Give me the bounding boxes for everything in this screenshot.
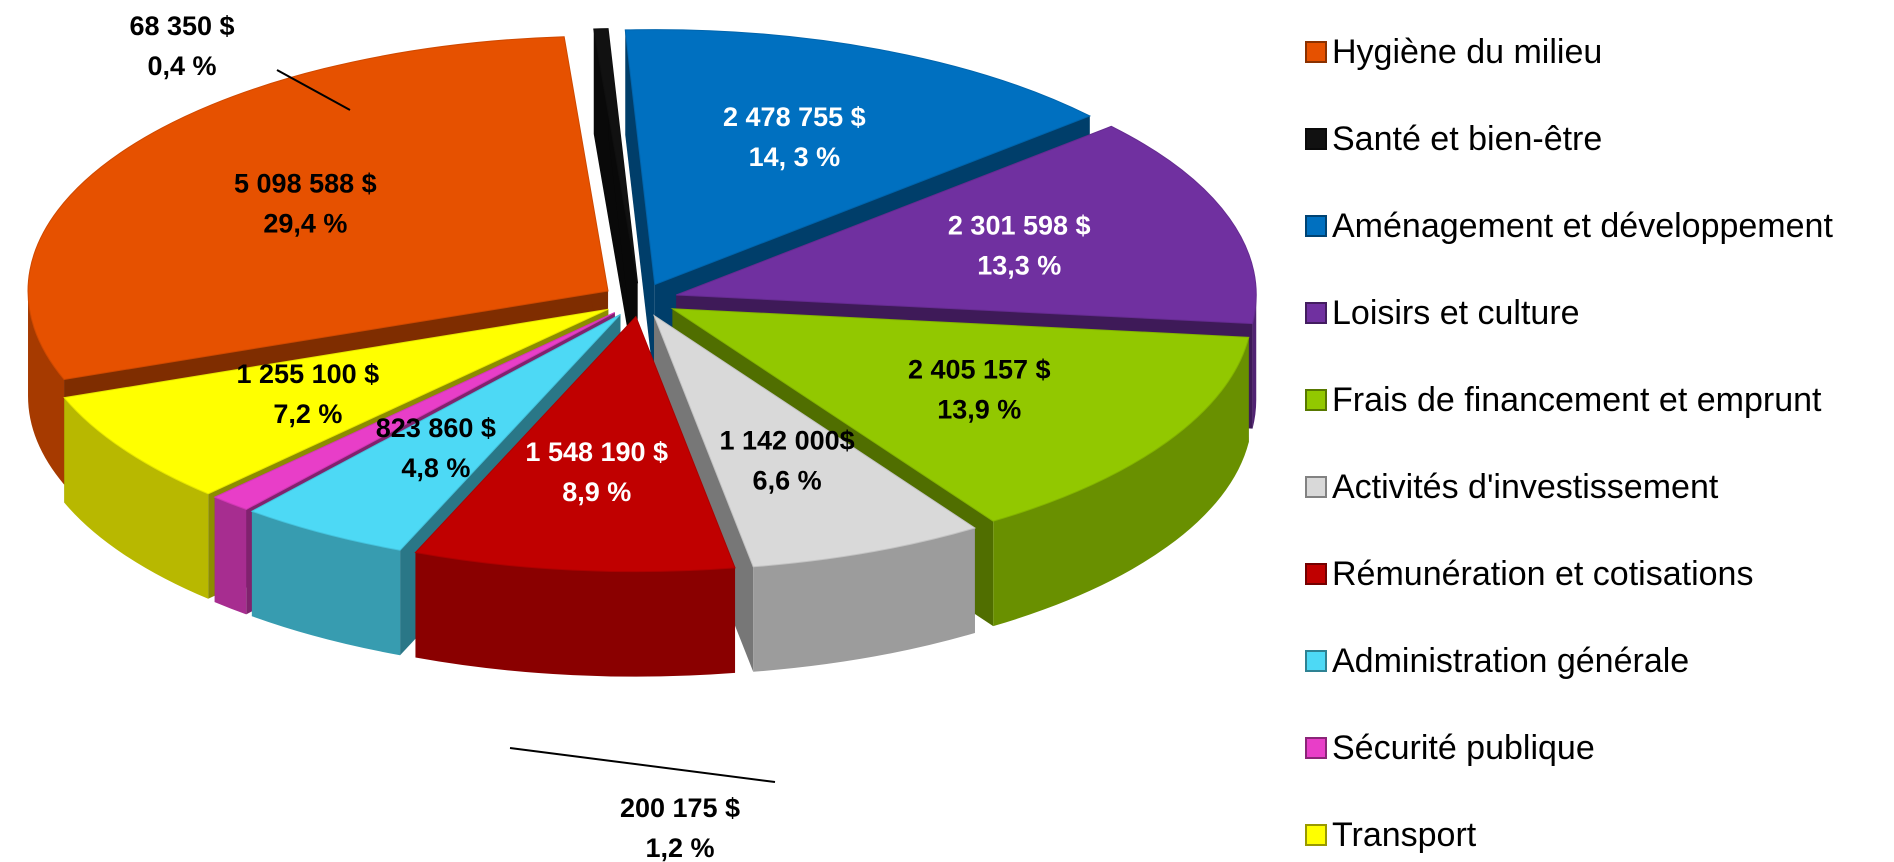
- legend-swatch: [1305, 41, 1327, 63]
- data-label-percent: 6,6 %: [753, 466, 822, 496]
- data-label-percent: 13,3 %: [977, 251, 1061, 281]
- legend-label: Loisirs et culture: [1332, 294, 1580, 332]
- slice: [653, 314, 977, 568]
- slice-side: [753, 527, 975, 672]
- slice-side: [993, 337, 1249, 627]
- legend-swatch: [1305, 302, 1327, 324]
- legend-label: Hygiène du milieu: [1332, 33, 1602, 71]
- data-label: 2 405 157 $: [908, 354, 1051, 384]
- slice-side: [28, 290, 65, 485]
- slice: [414, 315, 736, 573]
- legend-label: Rémunération et cotisations: [1332, 555, 1753, 593]
- slice: [213, 312, 616, 510]
- legend-swatch: [1305, 215, 1327, 237]
- data-label: 2 478 755 $: [723, 102, 866, 132]
- data-label: 823 860 $: [376, 413, 496, 443]
- legend-label: Activités d'investissement: [1332, 468, 1719, 506]
- slice-side: [251, 511, 401, 656]
- data-label: 2 301 598 $: [948, 211, 1091, 241]
- data-label-percent: 29,4 %: [263, 209, 347, 239]
- legend-label: Aménagement et développement: [1332, 207, 1833, 245]
- legend-label: Transport: [1332, 816, 1477, 854]
- legend-swatch: [1305, 824, 1327, 846]
- slice-wall: [625, 29, 655, 390]
- data-label-percent: 14, 3 %: [749, 142, 841, 172]
- legend-swatch: [1305, 563, 1327, 585]
- legend-swatch: [1305, 128, 1327, 150]
- data-label-percent: 8,9 %: [562, 477, 631, 507]
- data-label: 1 255 100 $: [237, 359, 380, 389]
- data-label: 68 350 $: [129, 11, 234, 41]
- leader-line: [509, 747, 776, 783]
- slice: [676, 125, 1257, 325]
- data-label: 1 548 190 $: [525, 437, 668, 467]
- data-label-percent: 7,2 %: [273, 399, 342, 429]
- legend-label: Sécurité publique: [1332, 729, 1595, 767]
- slice: [670, 308, 1250, 522]
- slice-wall: [593, 29, 638, 389]
- slice: [250, 313, 621, 551]
- legend-label: Santé et bien-être: [1332, 120, 1602, 158]
- legend-swatch: [1305, 650, 1327, 672]
- data-label: 200 175 $: [620, 793, 740, 823]
- data-label: 5 098 588 $: [234, 169, 377, 199]
- legend-swatch: [1305, 737, 1327, 759]
- legend-label: Administration générale: [1332, 642, 1689, 680]
- data-label-percent: 4,8 %: [401, 453, 470, 483]
- leader-line: [276, 69, 351, 111]
- data-label: 1 142 000$: [720, 426, 855, 456]
- data-label-percent: 1,2 %: [645, 833, 714, 862]
- legend-swatch: [1305, 476, 1327, 498]
- legend-label: Frais de financement et emprunt: [1332, 381, 1822, 419]
- slice: [624, 29, 1092, 286]
- data-label-percent: 13,9 %: [937, 394, 1021, 424]
- slice-side: [64, 397, 209, 599]
- slice: [27, 36, 609, 380]
- slice: [63, 308, 609, 495]
- slice-side: [415, 552, 736, 677]
- data-label-percent: 0,4 %: [147, 51, 216, 81]
- slice: [593, 28, 639, 284]
- slice-side: [1252, 294, 1257, 429]
- legend-swatch: [1305, 389, 1327, 411]
- slice-side: [214, 497, 247, 615]
